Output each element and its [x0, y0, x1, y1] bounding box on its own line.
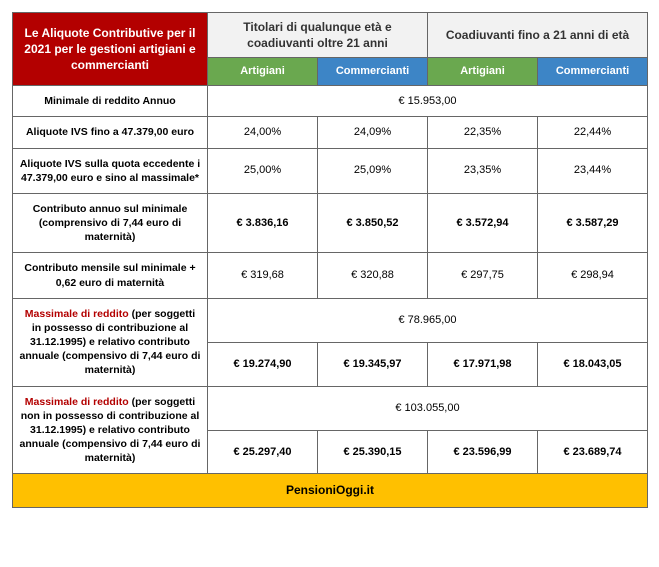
sub-artigiani-2: Artigiani	[428, 58, 538, 86]
row-label: Contributo mensile sul minimale + 0,62 e…	[13, 253, 208, 298]
cell: € 23.689,74	[538, 430, 648, 474]
row-span-value: € 78.965,00	[208, 298, 648, 342]
col-group-2: Coadiuvanti fino a 21 anni di età	[428, 13, 648, 58]
table-row: Contributo annuo sul minimale (comprensi…	[13, 193, 648, 253]
cell: € 23.596,99	[428, 430, 538, 474]
cell: € 18.043,05	[538, 342, 648, 386]
footer-credit: PensioniOggi.it	[13, 474, 648, 507]
table-title: Le Aliquote Contributive per il 2021 per…	[13, 13, 208, 86]
row-span-value: € 15.953,00	[208, 86, 648, 117]
cell: € 3.587,29	[538, 193, 648, 253]
sub-commercianti-2: Commercianti	[538, 58, 648, 86]
cell: € 25.390,15	[318, 430, 428, 474]
cell: € 19.345,97	[318, 342, 428, 386]
cell: € 3.850,52	[318, 193, 428, 253]
row-span-value: € 103.055,00	[208, 386, 648, 430]
cell: € 3.836,16	[208, 193, 318, 253]
footer-row: PensioniOggi.it	[13, 474, 648, 507]
row-label: Aliquote IVS sulla quota eccedente i 47.…	[13, 148, 208, 193]
cell: 24,09%	[318, 117, 428, 148]
row-label: Minimale di reddito Annuo	[13, 86, 208, 117]
cell: € 17.971,98	[428, 342, 538, 386]
table-row: Aliquote IVS fino a 47.379,00 euro 24,00…	[13, 117, 648, 148]
cell: 25,09%	[318, 148, 428, 193]
cell: € 297,75	[428, 253, 538, 298]
cell: 23,35%	[428, 148, 538, 193]
sub-commercianti-1: Commercianti	[318, 58, 428, 86]
cell: € 320,88	[318, 253, 428, 298]
table-row: Aliquote IVS sulla quota eccedente i 47.…	[13, 148, 648, 193]
row-label: Massimale di reddito (per soggetti in po…	[13, 298, 208, 386]
cell: € 25.297,40	[208, 430, 318, 474]
cell: € 319,68	[208, 253, 318, 298]
cell: € 298,94	[538, 253, 648, 298]
table-row: Contributo mensile sul minimale + 0,62 e…	[13, 253, 648, 298]
table-row: Massimale di reddito (per soggetti non i…	[13, 386, 648, 430]
cell: € 19.274,90	[208, 342, 318, 386]
table-row: Minimale di reddito Annuo € 15.953,00	[13, 86, 648, 117]
col-group-1: Titolari di qualunque età e coadiuvanti …	[208, 13, 428, 58]
sub-artigiani-1: Artigiani	[208, 58, 318, 86]
cell: 24,00%	[208, 117, 318, 148]
row-label: Aliquote IVS fino a 47.379,00 euro	[13, 117, 208, 148]
cell: € 3.572,94	[428, 193, 538, 253]
contribution-rates-table: Le Aliquote Contributive per il 2021 per…	[12, 12, 648, 508]
table-row: Massimale di reddito (per soggetti in po…	[13, 298, 648, 342]
cell: 22,35%	[428, 117, 538, 148]
row-label: Massimale di reddito (per soggetti non i…	[13, 386, 208, 474]
cell: 22,44%	[538, 117, 648, 148]
row-label: Contributo annuo sul minimale (comprensi…	[13, 193, 208, 253]
cell: 25,00%	[208, 148, 318, 193]
cell: 23,44%	[538, 148, 648, 193]
